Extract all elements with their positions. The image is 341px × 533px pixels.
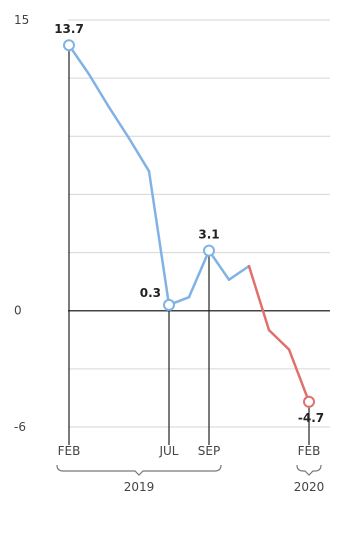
series-segment	[127, 136, 151, 173]
series-segment	[287, 348, 311, 404]
year-label: 2020	[294, 480, 325, 494]
data-label: -4.7	[298, 411, 324, 425]
data-point	[163, 298, 175, 311]
data-point	[63, 39, 75, 52]
x-tick-label: SEP	[198, 444, 220, 458]
y-tick-label: 0	[14, 304, 22, 318]
x-tick-label: JUL	[158, 444, 178, 458]
series-segment	[247, 264, 271, 332]
data-point	[303, 395, 315, 408]
year-brace	[296, 464, 322, 476]
y-tick-label: 15	[14, 13, 29, 27]
data-label: 0.3	[140, 286, 161, 300]
year-brace	[56, 464, 222, 476]
series-segment	[147, 169, 171, 307]
data-label: 13.7	[54, 22, 84, 36]
series-segment	[107, 105, 131, 140]
series-segment	[87, 73, 111, 109]
y-tick-label: -6	[14, 420, 26, 434]
series-segment	[267, 328, 291, 351]
x-tick-label: FEB	[58, 444, 81, 458]
series-segment	[227, 264, 251, 281]
data-label: 3.1	[198, 228, 219, 242]
year-label: 2019	[124, 480, 155, 494]
data-point	[203, 244, 215, 257]
series-segment	[187, 249, 211, 299]
x-tick-label: FEB	[298, 444, 321, 458]
